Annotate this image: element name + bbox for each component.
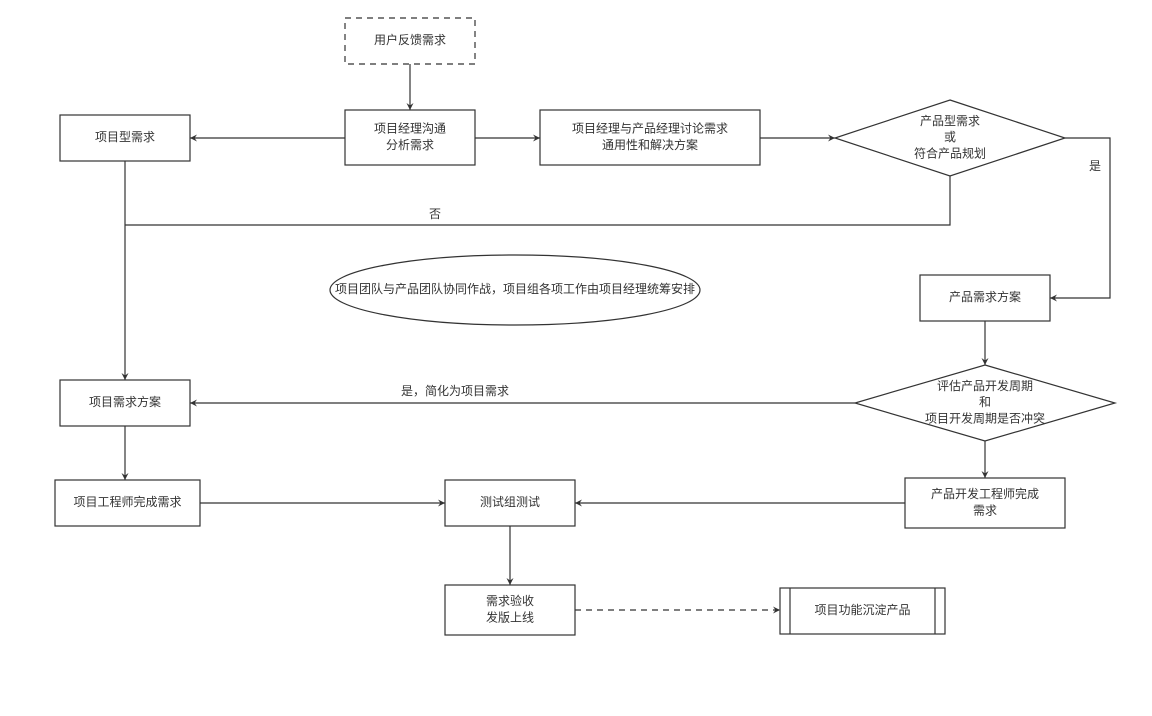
edge (125, 176, 950, 225)
node-label: 发版上线 (486, 609, 534, 624)
node-label: 产品开发工程师完成 (931, 486, 1039, 501)
node-label: 分析需求 (386, 138, 434, 152)
node-label: 需求 (973, 503, 997, 517)
node-label: 产品需求方案 (949, 289, 1021, 304)
node-label: 项目功能沉淀产品 (814, 603, 910, 617)
node-label: 项目型需求 (95, 130, 155, 144)
flowchart-canvas: 是否是，简化为项目需求 用户反馈需求项目经理沟通分析需求 项目经理与产品经理讨论需求… (0, 0, 1152, 716)
edge-label: 是，简化为项目需求 (401, 384, 509, 398)
node-label: 符合产品规划 (914, 145, 986, 160)
node-label: 项目开发周期是否冲突 (925, 410, 1045, 425)
node-label: 项目工程师完成需求 (73, 494, 181, 509)
node-label: 需求验收 (486, 593, 534, 608)
node-label: 或 (944, 130, 956, 144)
node-label: 测试组测试 (480, 494, 540, 509)
node-label: 项目团队与产品团队协同作战，项目组各项工作由项目经理统筹安排 (335, 281, 695, 296)
nodes-layer: 用户反馈需求项目经理沟通分析需求 项目经理与产品经理讨论需求通用性和解决方案 项目型… (55, 18, 1115, 635)
node-label: 通用性和解决方案 (602, 137, 698, 152)
edge-label: 是 (1089, 159, 1101, 173)
node-label: 产品型需求 (920, 114, 980, 128)
node-label: 项目需求方案 (89, 394, 161, 409)
edge-label: 否 (429, 207, 441, 221)
node-label: 用户反馈需求 (374, 32, 446, 47)
node-label: 项目经理与产品经理讨论需求 (572, 122, 728, 136)
node-label: 和 (979, 395, 991, 409)
node-label: 项目经理沟通 (374, 122, 446, 136)
node-label: 评估产品开发周期 (937, 378, 1033, 393)
